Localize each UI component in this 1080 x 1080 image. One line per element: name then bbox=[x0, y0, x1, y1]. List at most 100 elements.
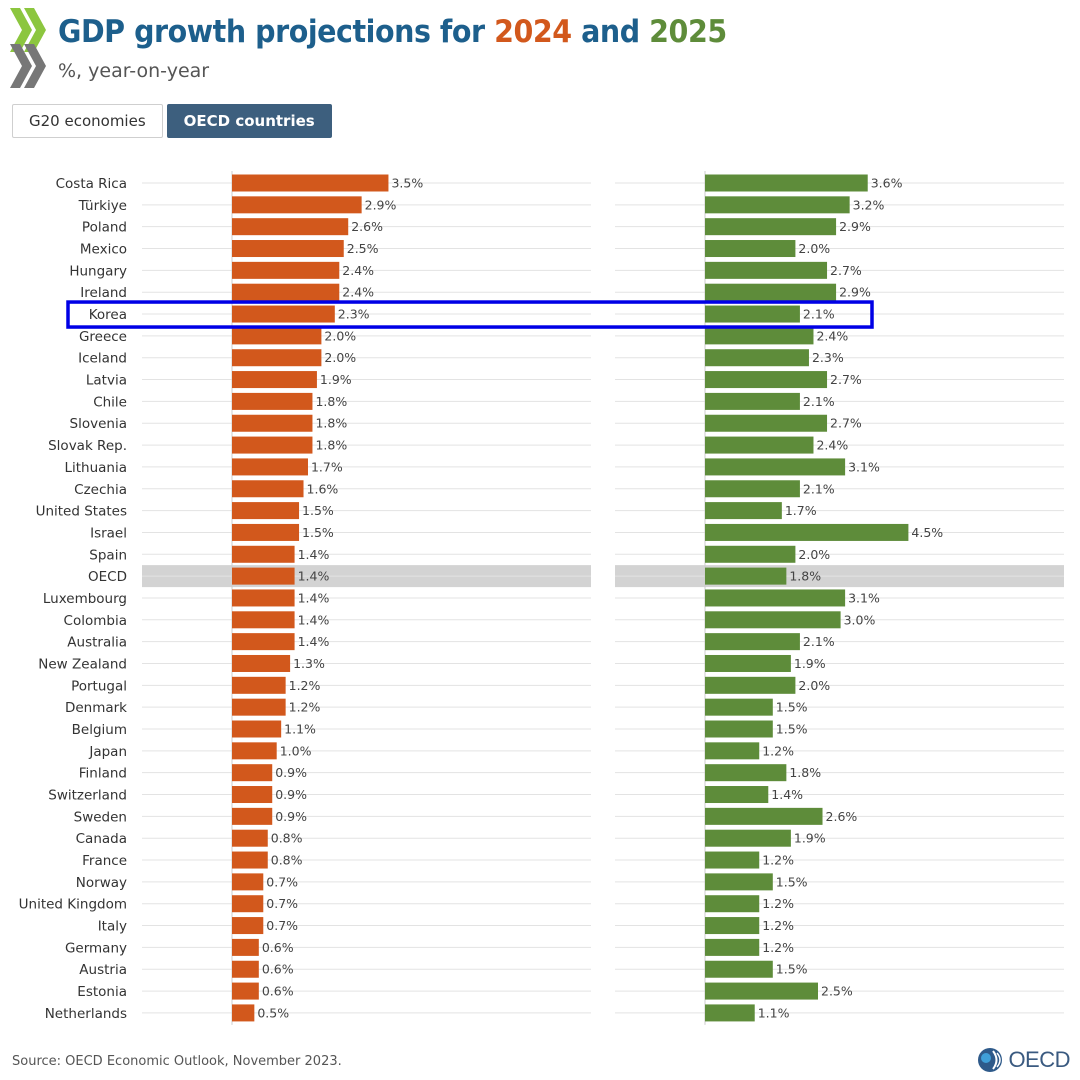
bar-2024[interactable] bbox=[232, 786, 273, 804]
value-label-2024: 1.8% bbox=[315, 438, 347, 453]
bar-chart: Costa Rica 3.5% 3.6% Türkiye 2.9% 3.2% Poland 2… bbox=[19, 171, 1064, 1025]
value-label-2024: 0.7% bbox=[266, 918, 298, 933]
bar-2025[interactable] bbox=[705, 829, 791, 847]
bar-2024[interactable] bbox=[232, 764, 273, 782]
bar-2025[interactable] bbox=[705, 742, 760, 760]
category-label: OECD bbox=[88, 569, 127, 585]
category-label: Finland bbox=[79, 766, 127, 782]
value-label-2024: 1.2% bbox=[289, 700, 321, 715]
bar-2024[interactable] bbox=[232, 938, 259, 956]
bar-2025[interactable] bbox=[705, 873, 773, 891]
bar-2025[interactable] bbox=[705, 807, 823, 825]
bar-2024[interactable] bbox=[232, 458, 308, 476]
bar-2024[interactable] bbox=[232, 720, 282, 738]
bar-2024[interactable] bbox=[232, 283, 340, 301]
bar-2025[interactable] bbox=[705, 938, 760, 956]
bar-2025[interactable] bbox=[705, 611, 841, 629]
bar-2024[interactable] bbox=[232, 305, 335, 323]
bar-2025[interactable] bbox=[705, 502, 782, 520]
category-label: Switzerland bbox=[48, 788, 127, 804]
bar-2024[interactable] bbox=[232, 807, 273, 825]
bar-2024[interactable] bbox=[232, 545, 295, 563]
bar-2025[interactable] bbox=[705, 436, 814, 454]
bar-2025[interactable] bbox=[705, 633, 800, 651]
bar-2025[interactable] bbox=[705, 764, 787, 782]
bar-2024[interactable] bbox=[232, 698, 286, 716]
bar-2024[interactable] bbox=[232, 502, 300, 520]
bar-2025[interactable] bbox=[705, 895, 760, 913]
bar-2024[interactable] bbox=[232, 523, 300, 541]
bar-2025[interactable] bbox=[705, 567, 787, 585]
bar-2024[interactable] bbox=[232, 829, 268, 847]
bar-2025[interactable] bbox=[705, 174, 868, 192]
bar-2025[interactable] bbox=[705, 371, 828, 389]
bar-2025[interactable] bbox=[705, 349, 809, 367]
category-label: United Kingdom bbox=[19, 897, 127, 913]
bar-2024[interactable] bbox=[232, 851, 268, 869]
category-label: United States bbox=[36, 504, 127, 520]
value-label-2025: 2.0% bbox=[798, 241, 830, 256]
bar-2024[interactable] bbox=[232, 611, 295, 629]
bar-2025[interactable] bbox=[705, 786, 769, 804]
category-label: Greece bbox=[79, 329, 127, 345]
bar-2025[interactable] bbox=[705, 458, 846, 476]
bar-2024[interactable] bbox=[232, 240, 344, 258]
bar-2025[interactable] bbox=[705, 720, 773, 738]
bar-2024[interactable] bbox=[232, 654, 291, 672]
bar-2025[interactable] bbox=[705, 480, 800, 498]
bar-2024[interactable] bbox=[232, 1004, 255, 1022]
bar-2024[interactable] bbox=[232, 480, 304, 498]
bar-2025[interactable] bbox=[705, 917, 760, 935]
title-year-2024: 2024 bbox=[494, 14, 572, 50]
bar-2024[interactable] bbox=[232, 218, 349, 236]
bar-2024[interactable] bbox=[232, 436, 313, 454]
bar-2024[interactable] bbox=[232, 873, 264, 891]
bar-2024[interactable] bbox=[232, 392, 313, 410]
bar-2024[interactable] bbox=[232, 261, 340, 279]
bar-2024[interactable] bbox=[232, 327, 322, 345]
bar-2025[interactable] bbox=[705, 240, 796, 258]
bar-2025[interactable] bbox=[705, 305, 800, 323]
value-label-2024: 0.6% bbox=[262, 962, 294, 977]
bar-2025[interactable] bbox=[705, 982, 818, 1000]
bar-2025[interactable] bbox=[705, 414, 828, 432]
bar-2024[interactable] bbox=[232, 174, 389, 192]
bar-2025[interactable] bbox=[705, 261, 828, 279]
bar-2024[interactable] bbox=[232, 349, 322, 367]
bar-2025[interactable] bbox=[705, 218, 837, 236]
bar-2024[interactable] bbox=[232, 567, 295, 585]
category-label: Slovenia bbox=[70, 416, 127, 432]
bar-2024[interactable] bbox=[232, 676, 286, 694]
bar-2025[interactable] bbox=[705, 392, 800, 410]
bar-2024[interactable] bbox=[232, 589, 295, 607]
bar-2025[interactable] bbox=[705, 196, 850, 214]
bar-2024[interactable] bbox=[232, 414, 313, 432]
value-label-2025: 2.7% bbox=[830, 372, 862, 387]
bar-2025[interactable] bbox=[705, 960, 773, 978]
bar-2025[interactable] bbox=[705, 283, 837, 301]
bar-2025[interactable] bbox=[705, 589, 846, 607]
bar-2025[interactable] bbox=[705, 851, 760, 869]
bar-2024[interactable] bbox=[232, 960, 259, 978]
bar-2024[interactable] bbox=[232, 982, 259, 1000]
bar-2025[interactable] bbox=[705, 676, 796, 694]
category-label: Australia bbox=[67, 635, 127, 651]
value-label-2024: 0.9% bbox=[275, 809, 307, 824]
bar-2025[interactable] bbox=[705, 523, 909, 541]
bar-2025[interactable] bbox=[705, 545, 796, 563]
bar-2024[interactable] bbox=[232, 895, 264, 913]
bar-2025[interactable] bbox=[705, 698, 773, 716]
bar-2024[interactable] bbox=[232, 371, 317, 389]
value-label-2025: 2.0% bbox=[798, 678, 830, 693]
bar-2024[interactable] bbox=[232, 633, 295, 651]
category-label: Netherlands bbox=[45, 1006, 127, 1022]
tab-g20-economies[interactable]: G20 economies bbox=[12, 104, 163, 138]
bar-2024[interactable] bbox=[232, 196, 362, 214]
bar-2024[interactable] bbox=[232, 742, 277, 760]
bar-2024[interactable] bbox=[232, 917, 264, 935]
bar-2025[interactable] bbox=[705, 1004, 755, 1022]
bar-2025[interactable] bbox=[705, 327, 814, 345]
bar-2025[interactable] bbox=[705, 654, 791, 672]
tab-oecd-countries[interactable]: OECD countries bbox=[166, 104, 332, 138]
value-label-2025: 1.1% bbox=[758, 1005, 790, 1020]
